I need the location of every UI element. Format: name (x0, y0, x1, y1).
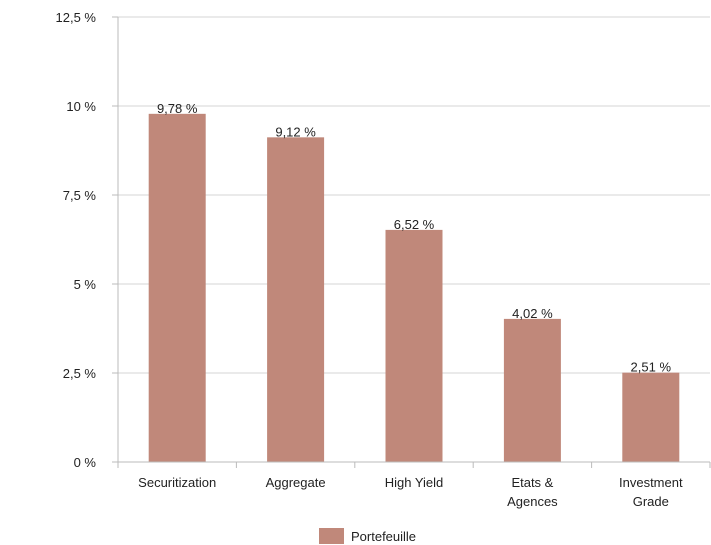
y-axis-ticks: 0 % 2,5 % 5 % 7,5 % 10 % 12,5 % (56, 10, 118, 470)
legend-swatch (319, 528, 344, 544)
bar (622, 372, 680, 462)
data-labels: 9,78 % 9,12 % 6,52 % 4,02 % 2,51 % (157, 101, 672, 375)
bars (148, 113, 680, 462)
category-label: Aggregate (266, 475, 326, 490)
y-tick-label: 5 % (74, 277, 97, 292)
gridlines (118, 16, 710, 374)
data-label: 2,51 % (631, 360, 672, 375)
legend: Portefeuille (319, 528, 416, 544)
bar (385, 229, 443, 462)
axes (117, 17, 711, 468)
data-label: 6,52 % (394, 217, 435, 232)
category-label-line: High Yield (385, 475, 444, 490)
category-label-line: Agences (507, 494, 558, 509)
category-label-line: Investment (619, 475, 683, 490)
bar (148, 113, 206, 462)
data-label: 9,78 % (157, 101, 198, 116)
y-tick-label: 10 % (66, 99, 96, 114)
category-label-line: Etats & (511, 475, 553, 490)
category-label: High Yield (385, 475, 444, 490)
category-label: Securitization (138, 475, 216, 490)
data-label: 4,02 % (512, 306, 553, 321)
category-label-line: Aggregate (266, 475, 326, 490)
legend-label: Portefeuille (351, 529, 416, 544)
y-tick-label: 0 % (74, 455, 97, 470)
y-tick-label: 12,5 % (56, 10, 97, 25)
category-label-line: Securitization (138, 475, 216, 490)
bar (503, 318, 561, 462)
y-tick-label: 7,5 % (63, 188, 97, 203)
category-label-line: Grade (633, 494, 669, 509)
category-label: Investment Grade (619, 475, 683, 509)
category-label: Etats & Agences (507, 475, 558, 509)
bar (267, 137, 325, 462)
y-tick-label: 2,5 % (63, 366, 97, 381)
data-label: 9,12 % (275, 124, 316, 139)
x-axis-category-labels: Securitization Aggregate High Yield Etats &… (138, 475, 683, 509)
